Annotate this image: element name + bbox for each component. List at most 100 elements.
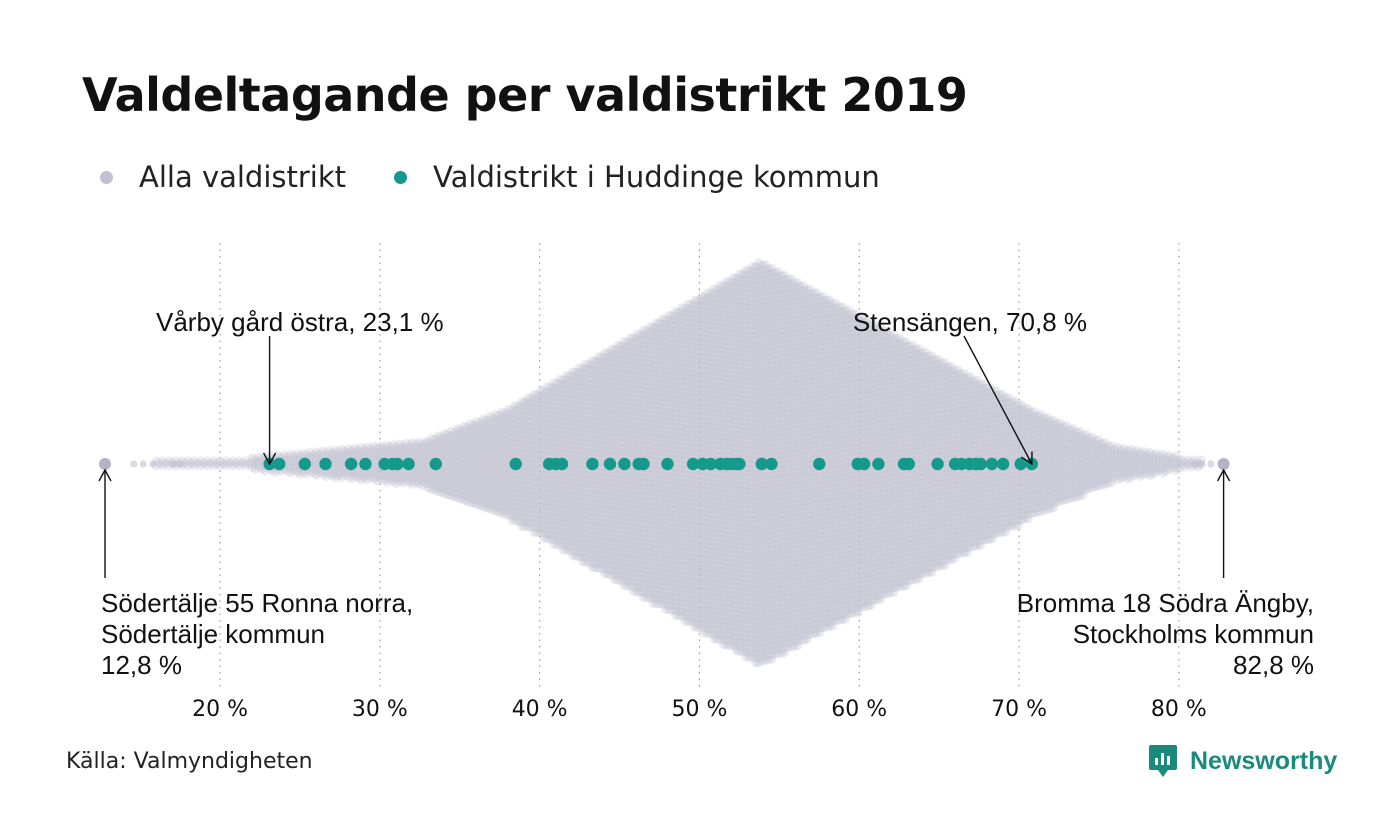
district-point <box>398 473 408 483</box>
district-point <box>196 461 206 471</box>
district-point <box>414 451 424 461</box>
district-point <box>283 466 293 476</box>
district-point <box>372 476 382 486</box>
district-point <box>401 443 411 453</box>
district-point <box>401 438 411 449</box>
district-point <box>408 447 418 457</box>
district-point <box>190 456 200 466</box>
district-point <box>411 467 421 478</box>
district-point <box>286 459 296 469</box>
district-point <box>331 450 341 460</box>
district-point <box>327 471 338 481</box>
district-point <box>234 456 245 466</box>
district-point <box>321 448 331 458</box>
district-point <box>308 463 318 473</box>
district-point <box>404 468 414 478</box>
district-point <box>388 472 398 482</box>
district-point <box>157 456 168 466</box>
district-point <box>350 448 360 458</box>
district-point <box>334 461 344 471</box>
district-point <box>369 474 379 484</box>
district-point <box>379 475 389 485</box>
district-point <box>424 483 434 493</box>
district-point <box>340 446 350 457</box>
district-point <box>369 469 379 479</box>
district-point <box>420 469 430 479</box>
district-point <box>244 458 254 468</box>
district-point <box>286 463 296 473</box>
district-point <box>379 470 389 481</box>
district-point <box>369 464 379 475</box>
district-point <box>292 453 302 463</box>
district-point <box>366 444 376 454</box>
legend-item-huddinge: Valdistrikt i Huddinge kommun <box>394 160 880 194</box>
district-point <box>382 440 392 450</box>
district-point <box>222 456 232 466</box>
district-point <box>369 460 379 470</box>
district-point <box>417 481 427 491</box>
district-point <box>241 456 251 466</box>
district-point <box>222 461 232 471</box>
district-point <box>154 458 164 468</box>
district-point <box>254 457 264 467</box>
district-point <box>420 478 430 488</box>
district-point <box>414 479 424 489</box>
district-point <box>347 473 357 484</box>
district-point <box>231 458 241 468</box>
district-point <box>283 452 293 462</box>
district-point <box>398 478 408 488</box>
district-point <box>295 469 305 479</box>
district-point <box>363 447 373 457</box>
district-point <box>308 454 318 464</box>
district-point <box>366 449 376 459</box>
district-point <box>414 465 424 475</box>
district-point <box>427 438 437 448</box>
district-point <box>241 461 251 471</box>
district-point <box>408 470 418 480</box>
district-point <box>424 442 434 452</box>
district-point <box>395 448 405 458</box>
district-point <box>247 458 257 468</box>
legend: Alla valdistrikt Valdistrikt i Huddinge … <box>100 160 928 194</box>
district-point <box>331 454 341 464</box>
district-point <box>414 442 424 452</box>
district-point <box>250 460 261 470</box>
district-point <box>202 456 212 466</box>
district-point <box>337 458 347 468</box>
district-point <box>250 455 261 465</box>
district-point <box>359 445 370 455</box>
district-point <box>215 461 225 471</box>
district-point <box>424 446 434 456</box>
district-point <box>395 444 405 454</box>
district-point <box>311 461 321 471</box>
district-point <box>343 444 354 454</box>
district-point <box>398 446 408 456</box>
district-point <box>311 465 321 475</box>
district-point <box>382 449 392 460</box>
district-point <box>392 442 402 452</box>
district-point <box>340 451 350 461</box>
district-point <box>183 456 193 466</box>
district-point <box>417 476 427 486</box>
district-point <box>404 440 414 451</box>
district-point <box>331 445 341 455</box>
district-point <box>327 448 338 458</box>
district-point <box>414 460 424 470</box>
district-point <box>350 443 360 453</box>
district-point <box>209 461 219 471</box>
district-point <box>356 443 366 453</box>
district-point <box>308 468 318 478</box>
district-point <box>193 458 203 468</box>
district-point <box>420 455 430 465</box>
district-point <box>411 449 421 459</box>
district-point <box>424 478 434 488</box>
district-point <box>395 471 405 481</box>
district-point <box>376 473 386 483</box>
district-point <box>388 440 398 450</box>
swarm-all-districts <box>99 258 1230 668</box>
district-point <box>302 469 312 479</box>
district-point <box>286 454 296 464</box>
district-point <box>424 437 434 447</box>
district-point <box>347 450 357 461</box>
district-point <box>404 477 414 487</box>
